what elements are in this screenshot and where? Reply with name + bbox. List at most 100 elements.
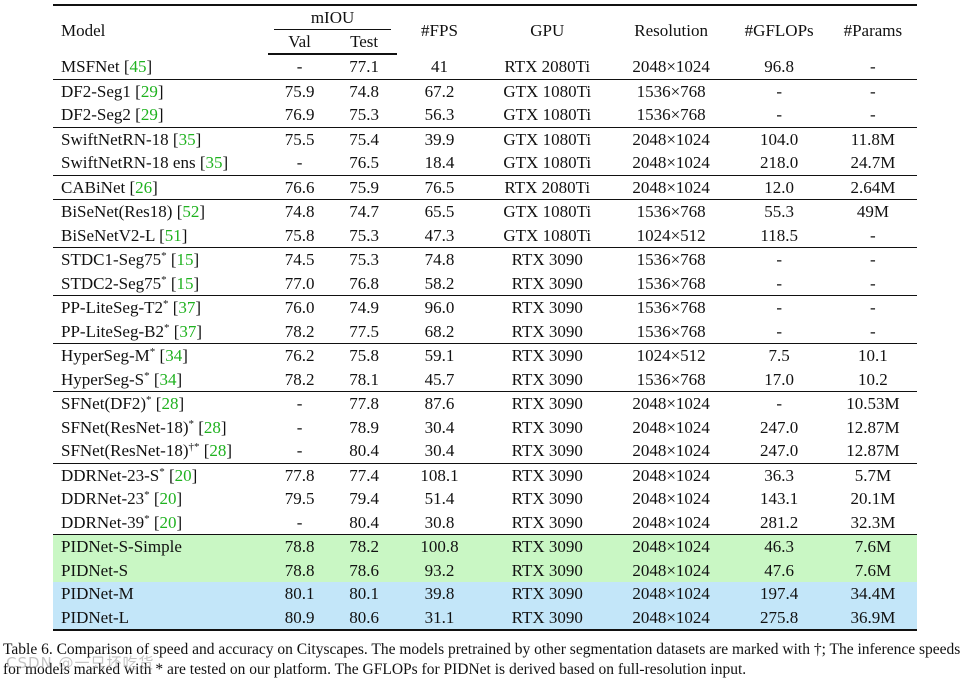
resolution-cell: 2048×1024 (612, 126, 730, 151)
test-cell: 78.2 (331, 534, 398, 559)
model-cell: PIDNet-S (53, 558, 269, 582)
val-cell: 75.8 (284, 225, 315, 245)
table-row: PIDNet-S 78.8 78.6 93.2 RTX 3090 2048×1024 47.… (53, 558, 917, 582)
val-cell: 74.5 (268, 247, 332, 272)
params-cell: - (828, 295, 917, 320)
resolution-cell: 1536×768 (612, 199, 730, 224)
resolution-cell: 2048×1024 (612, 534, 730, 559)
val-cell: 79.5 (284, 489, 315, 509)
model-cell: PIDNet-S-Simple (53, 534, 269, 559)
gpu-cell: RTX 3090 (481, 247, 613, 272)
model-cell: SFNet(ResNet-18)* [28] (61, 417, 227, 437)
citation-link[interactable]: 20 (174, 465, 192, 485)
model-name: DDRNet-23-S (61, 465, 160, 485)
table-row: HyperSeg-S* [34] 78.2 78.1 45.7 RTX 3090 1536… (53, 368, 917, 392)
gflops-cell: 36.3 (729, 462, 829, 487)
model-marker: †* (188, 441, 200, 454)
citation-link[interactable]: 51 (164, 225, 182, 245)
citation-link[interactable]: 35 (205, 153, 223, 173)
test-cell: 74.7 (331, 199, 398, 224)
gpu-cell: RTX 3090 (511, 369, 583, 389)
model-cell: DDRNet-23-S* [20] (53, 462, 269, 487)
table-row: SFNet(ResNet-18)†* [28] - 80.4 30.4 RTX 3090… (53, 439, 917, 463)
citation-link[interactable]: 20 (159, 489, 177, 509)
header-params: #Params (828, 4, 917, 54)
model-marker: * (188, 417, 194, 430)
gflops-cell: - (729, 78, 829, 103)
gpu-cell: RTX 3090 (511, 512, 583, 532)
table-row: STDC1-Seg75* [15] 74.5 75.3 74.8 RTX 3090 153… (53, 247, 917, 272)
gpu-cell: RTX 2080Ti (504, 56, 591, 76)
citation-link[interactable]: 26 (135, 177, 153, 197)
model-cell: SFNet(DF2)* [28] (53, 391, 269, 416)
model-name: DF2-Seg2 (61, 105, 131, 125)
fps-cell: 59.1 (397, 343, 482, 368)
test-cell: 75.3 (349, 105, 379, 125)
val-cell: 78.2 (284, 369, 315, 389)
val-cell: 78.8 (268, 558, 332, 582)
test-cell: 76.5 (349, 153, 379, 173)
val-cell: 80.1 (268, 582, 332, 606)
citation-link[interactable]: 28 (161, 394, 179, 414)
citation-link[interactable]: 52 (182, 202, 200, 222)
resolution-cell: 2048×1024 (612, 174, 730, 200)
params-cell: - (870, 56, 876, 76)
table-row: PP-LiteSeg-B2* [37] 78.2 77.5 68.2 RTX 3090 1… (53, 320, 917, 344)
gflops-cell: 247.0 (760, 417, 799, 437)
fps-cell: 87.6 (397, 391, 482, 416)
header-resolution: Resolution (612, 4, 730, 54)
test-cell: 77.5 (349, 321, 379, 341)
citation-link[interactable]: 34 (159, 369, 177, 389)
citation-link[interactable]: 37 (178, 298, 196, 318)
params-cell: 11.8M (828, 126, 917, 151)
resolution-cell: 2048×1024 (612, 605, 730, 631)
citation-link[interactable]: 28 (209, 441, 227, 461)
citation-link[interactable]: 20 (159, 512, 177, 532)
gpu-cell: RTX 3090 (511, 417, 583, 437)
model-cell: STDC2-Seg75* [15] (61, 273, 200, 293)
citation-link[interactable]: 28 (203, 417, 221, 437)
header-val: Val (268, 30, 332, 55)
header-model: Model (53, 4, 269, 54)
model-cell: BiSeNetV2-L [51] (61, 225, 188, 245)
params-cell: 24.7M (850, 153, 896, 173)
params-cell: 34.4M (828, 582, 917, 606)
table-row: STDC2-Seg75* [15] 77.0 76.8 58.2 RTX 3090 153… (53, 272, 917, 296)
citation-link[interactable]: 35 (178, 129, 196, 149)
table-row: SFNet(DF2)* [28] -77.8 87.6 RTX 3090 2048×10… (53, 391, 917, 416)
params-cell: 12.87M (846, 441, 900, 461)
val-cell: 76.6 (268, 174, 332, 200)
gflops-cell: 104.0 (729, 126, 829, 151)
gpu-cell: RTX 2080Ti (481, 174, 613, 200)
citation-link[interactable]: 29 (140, 105, 158, 125)
citation-link[interactable]: 37 (179, 321, 197, 341)
model-cell: STDC1-Seg75* [15] (53, 247, 269, 272)
citation-link[interactable]: 15 (176, 273, 194, 293)
fps-cell: 65.5 (397, 199, 482, 224)
citation-link[interactable]: 29 (140, 81, 158, 101)
gpu-cell: RTX 3090 (481, 295, 613, 320)
citation-link[interactable]: 15 (176, 250, 194, 270)
table-row: SFNet(ResNet-18)* [28] - 78.9 30.4 RTX 3090 2… (53, 416, 917, 440)
val-cell: 78.8 (268, 534, 332, 559)
model-name: BiSeNetV2-L (61, 225, 155, 245)
fps-cell: 93.2 (397, 558, 482, 582)
model-marker: * (144, 369, 150, 382)
resolution-cell: 2048×1024 (632, 512, 710, 532)
table-row: CABiNet [26] 76.6 75.9 76.5 RTX 2080Ti 2048×1… (53, 174, 917, 200)
model-name: PIDNet-S (61, 560, 129, 580)
gpu-cell: GTX 1080Ti (481, 126, 613, 151)
val-cell: 76.2 (268, 343, 332, 368)
test-cell: 74.9 (331, 295, 398, 320)
params-cell: 36.9M (828, 605, 917, 631)
header-test: Test (331, 30, 398, 55)
fps-cell: 74.8 (397, 247, 482, 272)
model-cell: SwiftNetRN-18 ens [35] (61, 153, 229, 173)
citation-link[interactable]: 45 (129, 56, 147, 76)
params-cell: 20.1M (850, 489, 896, 509)
params-cell: 32.3M (850, 512, 896, 532)
fps-cell: 39.8 (397, 582, 482, 606)
model-cell: PP-LiteSeg-T2* [37] (53, 295, 269, 320)
citation-link[interactable]: 34 (165, 346, 183, 366)
resolution-cell: 2048×1024 (612, 391, 730, 416)
